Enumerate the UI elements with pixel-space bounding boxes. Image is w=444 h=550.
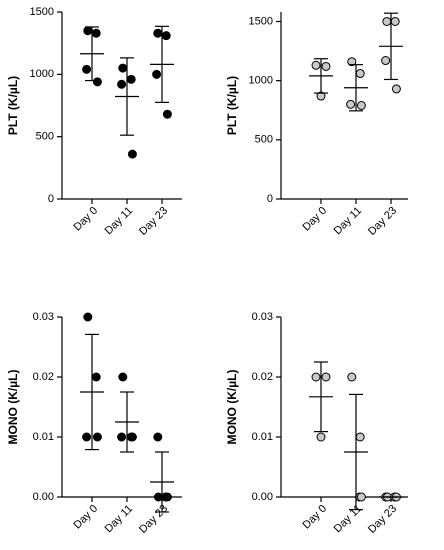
y-tick-label: 0.03	[33, 311, 54, 323]
data-point	[127, 432, 137, 442]
x-tick-label: Day 0	[71, 503, 100, 532]
data-point	[91, 28, 101, 38]
y-tick-label: 500	[255, 134, 273, 146]
data-point	[82, 64, 92, 74]
x-tick-label: Day 23	[366, 503, 399, 536]
data-point	[321, 372, 331, 382]
data-point	[126, 74, 136, 84]
x-tick-label: Day 23	[137, 205, 170, 238]
data-point	[82, 432, 92, 442]
data-point	[127, 149, 137, 159]
data-point	[347, 372, 357, 382]
data-point	[162, 492, 172, 502]
y-tick-label: 1000	[30, 68, 54, 80]
y-tick-label: 1500	[30, 6, 54, 18]
y-axis-label: PLT (K/µL)	[225, 76, 239, 135]
data-point	[153, 432, 163, 442]
data-point	[83, 26, 93, 36]
data-point	[153, 28, 163, 38]
data-point	[356, 492, 366, 502]
x-tick-label: Day 11	[103, 205, 136, 238]
data-point	[316, 432, 326, 442]
data-point	[162, 109, 172, 119]
y-tick-label: 0.00	[33, 491, 54, 503]
data-point	[390, 16, 400, 26]
data-point	[117, 432, 127, 442]
y-tick-label: 0.01	[252, 431, 273, 443]
data-point	[92, 77, 102, 87]
x-tick-label: Day 23	[366, 205, 399, 238]
y-axis-label: PLT (K/µL)	[6, 76, 20, 135]
y-tick-label: 0.03	[252, 311, 273, 323]
data-point	[152, 69, 162, 79]
data-point	[356, 101, 366, 110]
data-point	[355, 69, 365, 79]
data-point	[311, 372, 321, 382]
y-tick-label: 1000	[249, 75, 273, 87]
x-tick-label: Day 11	[332, 503, 365, 536]
y-tick-label: 500	[36, 131, 54, 143]
y-tick-label: 0	[48, 193, 54, 205]
y-tick-label: 0.00	[252, 491, 273, 503]
y-tick-label: 0.02	[252, 371, 273, 383]
y-axis-label: MONO (K/µL)	[6, 370, 20, 445]
x-tick-label: Day 0	[300, 205, 329, 234]
data-point	[381, 56, 391, 66]
data-point	[391, 84, 401, 94]
data-point	[83, 312, 93, 322]
data-point	[355, 432, 365, 442]
x-tick-label: Day 23	[137, 503, 170, 536]
x-tick-label: Day 0	[71, 205, 100, 234]
x-tick-label: Day 0	[300, 503, 329, 532]
y-axis-label: MONO (K/µL)	[225, 370, 239, 445]
data-point	[346, 99, 356, 109]
data-point	[118, 372, 128, 382]
y-tick-label: 0	[267, 193, 273, 205]
y-tick-label: 0.02	[33, 371, 54, 383]
data-point	[91, 372, 101, 382]
y-tick-label: 0.01	[33, 431, 54, 443]
data-point	[161, 31, 171, 41]
data-point	[311, 60, 321, 70]
x-tick-label: Day 11	[103, 503, 136, 536]
data-point	[347, 57, 357, 67]
x-tick-label: Day 11	[332, 205, 365, 238]
data-point	[92, 432, 102, 442]
data-point	[118, 63, 128, 73]
data-point	[117, 79, 127, 89]
y-tick-label: 1500	[249, 15, 273, 27]
data-point	[321, 61, 331, 71]
data-point	[382, 16, 392, 26]
